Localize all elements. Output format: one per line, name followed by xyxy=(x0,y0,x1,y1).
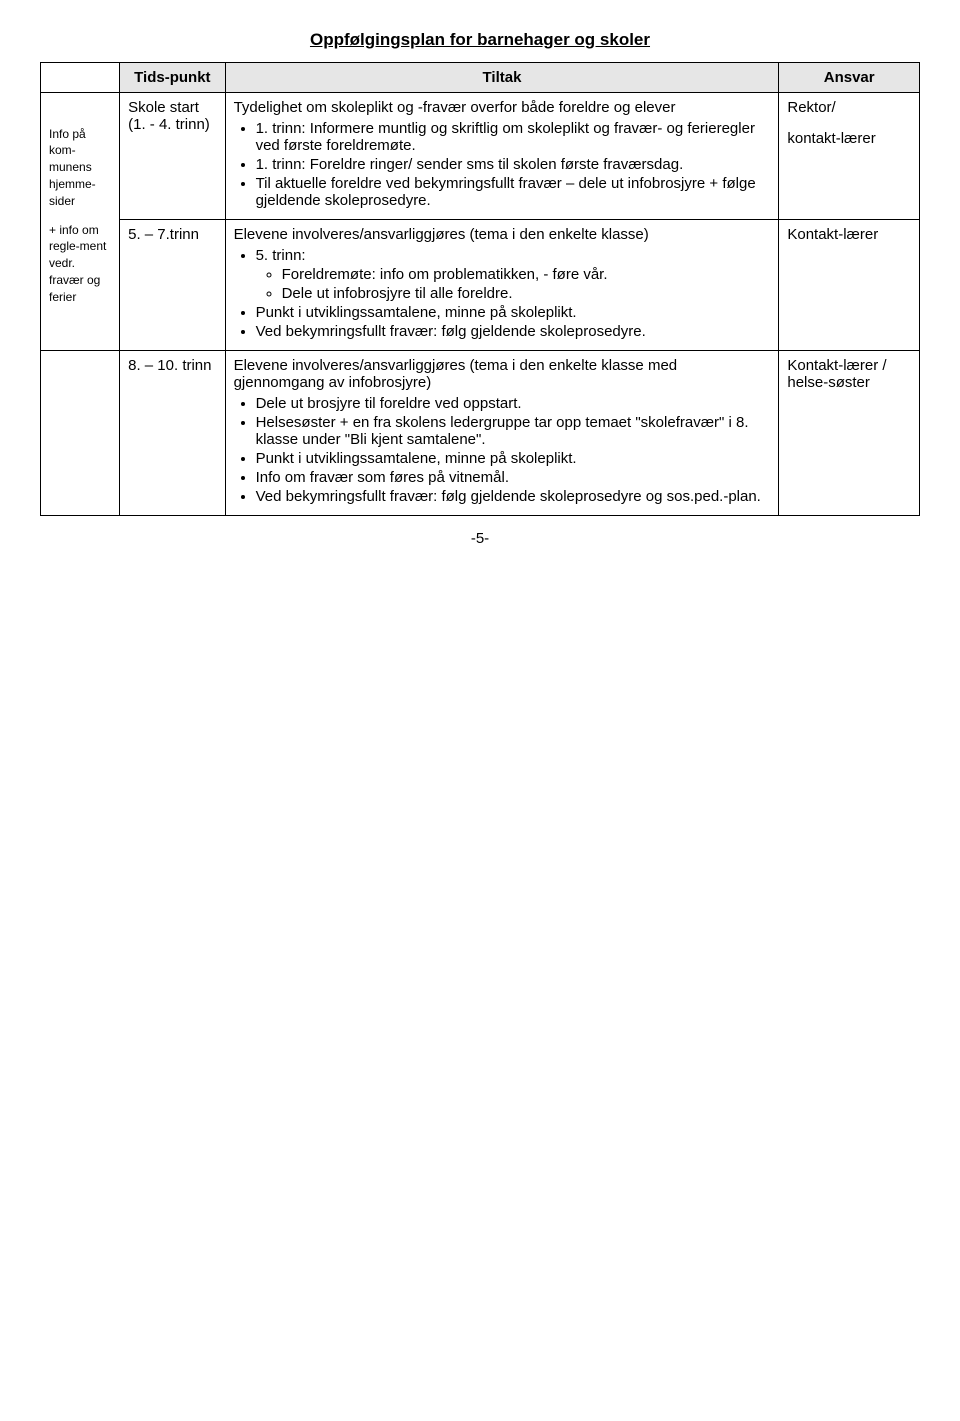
table-row: 5. – 7.trinn Elevene involveres/ansvarli… xyxy=(41,220,920,351)
list-item: Foreldremøte: info om problematikken, - … xyxy=(282,266,771,283)
page-title: Oppfølgingsplan for barnehager og skoler xyxy=(40,30,920,50)
tiltak-intro: Elevene involveres/ansvarliggjøres (tema… xyxy=(234,357,771,391)
ansvar-line xyxy=(787,116,911,130)
list-item: 1. trinn: Informere muntlig og skriftlig… xyxy=(256,120,771,154)
side-info-text-1: Info på kom-munens hjemme-sider xyxy=(49,126,111,210)
tiltak-list: 5. trinn: Foreldremøte: info om problema… xyxy=(234,247,771,340)
list-item-text: 5. trinn: xyxy=(256,247,306,264)
side-blank-cell xyxy=(41,351,120,516)
tiltak-intro: Elevene involveres/ansvarliggjøres (tema… xyxy=(234,226,771,243)
page-number: -5- xyxy=(40,530,920,547)
list-item: Helsesøster + en fra skolens ledergruppe… xyxy=(256,414,771,448)
list-item: 5. trinn: Foreldremøte: info om problema… xyxy=(256,247,771,302)
header-blank xyxy=(41,63,120,93)
list-item: Ved bekymringsfullt fravær: følg gjelden… xyxy=(256,323,771,340)
list-item: Punkt i utviklingssamtalene, minne på sk… xyxy=(256,304,771,321)
list-item: Til aktuelle foreldre ved bekymringsfull… xyxy=(256,175,771,209)
ansvar-line: kontakt-lærer xyxy=(787,130,911,147)
tiltak-intro: Tydelighet om skoleplikt og -fravær over… xyxy=(234,99,771,116)
tiltak-cell: Elevene involveres/ansvarliggjøres (tema… xyxy=(225,351,779,516)
tiltak-list: 1. trinn: Informere muntlig og skriftlig… xyxy=(234,120,771,209)
tidspunkt-cell: Skole start (1. - 4. trinn) xyxy=(120,93,225,220)
side-info-text-2: + info om regle-ment vedr. fravær og fer… xyxy=(49,222,111,306)
list-item: Dele ut brosjyre til foreldre ved oppsta… xyxy=(256,395,771,412)
list-item: Info om fravær som føres på vitnemål. xyxy=(256,469,771,486)
header-tiltak: Tiltak xyxy=(225,63,779,93)
tiltak-sublist: Foreldremøte: info om problematikken, - … xyxy=(256,266,771,302)
list-item: Dele ut infobrosjyre til alle foreldre. xyxy=(282,285,771,302)
list-item: 1. trinn: Foreldre ringer/ sender sms ti… xyxy=(256,156,771,173)
ansvar-line: Kontakt-lærer xyxy=(787,226,911,243)
ansvar-cell: Kontakt-lærer xyxy=(779,220,920,351)
tiltak-cell: Tydelighet om skoleplikt og -fravær over… xyxy=(225,93,779,220)
table-row: 8. – 10. trinn Elevene involveres/ansvar… xyxy=(41,351,920,516)
list-item: Punkt i utviklingssamtalene, minne på sk… xyxy=(256,450,771,467)
side-info-cell: Info på kom-munens hjemme-sider + info o… xyxy=(41,93,120,351)
header-ansvar: Ansvar xyxy=(779,63,920,93)
ansvar-cell: Kontakt-lærer / helse-søster xyxy=(779,351,920,516)
ansvar-cell: Rektor/ kontakt-lærer xyxy=(779,93,920,220)
plan-table: Tids-punkt Tiltak Ansvar Info på kom-mun… xyxy=(40,62,920,516)
ansvar-line: Rektor/ xyxy=(787,99,911,116)
tidspunkt-cell: 8. – 10. trinn xyxy=(120,351,225,516)
header-row: Tids-punkt Tiltak Ansvar xyxy=(41,63,920,93)
header-tidspunkt: Tids-punkt xyxy=(120,63,225,93)
ansvar-line: Kontakt-lærer / helse-søster xyxy=(787,357,911,391)
table-row: Info på kom-munens hjemme-sider + info o… xyxy=(41,93,920,220)
tiltak-list: Dele ut brosjyre til foreldre ved oppsta… xyxy=(234,395,771,505)
list-item: Ved bekymringsfullt fravær: følg gjelden… xyxy=(256,488,771,505)
tidspunkt-cell: 5. – 7.trinn xyxy=(120,220,225,351)
tiltak-cell: Elevene involveres/ansvarliggjøres (tema… xyxy=(225,220,779,351)
